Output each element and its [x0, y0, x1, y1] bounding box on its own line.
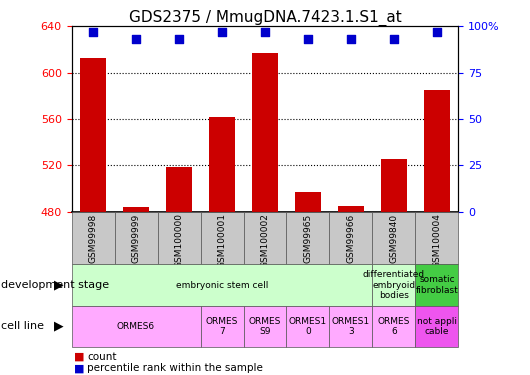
- Point: [390, 36, 398, 42]
- Bar: [72, 264, 373, 306]
- Bar: [416, 306, 458, 347]
- Text: ■: ■: [74, 363, 85, 373]
- Text: GSM100002: GSM100002: [261, 213, 269, 268]
- Point: [218, 29, 226, 35]
- Bar: [80, 58, 106, 212]
- Bar: [416, 264, 458, 306]
- Text: GSM100004: GSM100004: [432, 213, 441, 268]
- Bar: [373, 306, 416, 347]
- Text: ORMES
6: ORMES 6: [378, 316, 410, 336]
- Bar: [114, 212, 157, 264]
- Text: GSM99999: GSM99999: [131, 213, 140, 263]
- Text: cell line: cell line: [1, 321, 44, 331]
- Text: ORMES
7: ORMES 7: [206, 316, 238, 336]
- Point: [132, 36, 140, 42]
- Point: [347, 36, 355, 42]
- Text: ■: ■: [74, 352, 85, 362]
- Text: differentiated
embryoid
bodies: differentiated embryoid bodies: [363, 270, 425, 300]
- Bar: [166, 166, 192, 212]
- Text: ORMES1
3: ORMES1 3: [332, 316, 370, 336]
- Text: ORMES1
0: ORMES1 0: [289, 316, 327, 336]
- Text: somatic
fibroblast: somatic fibroblast: [416, 275, 458, 295]
- Text: development stage: development stage: [1, 280, 109, 290]
- Bar: [424, 90, 450, 212]
- Bar: [287, 306, 330, 347]
- Text: GSM99966: GSM99966: [347, 213, 356, 263]
- Point: [175, 36, 183, 42]
- Point: [261, 29, 269, 35]
- Bar: [200, 306, 243, 347]
- Bar: [252, 53, 278, 212]
- Text: embryonic stem cell: embryonic stem cell: [176, 280, 268, 290]
- Bar: [330, 306, 373, 347]
- Text: GSM99998: GSM99998: [89, 213, 98, 263]
- Text: ORMES6: ORMES6: [117, 322, 155, 331]
- Bar: [200, 212, 243, 264]
- Bar: [243, 306, 287, 347]
- Bar: [209, 117, 235, 212]
- Bar: [416, 212, 458, 264]
- Text: not appli
cable: not appli cable: [417, 316, 457, 336]
- Bar: [295, 192, 321, 212]
- Bar: [381, 159, 407, 212]
- Text: ORMES
S9: ORMES S9: [249, 316, 281, 336]
- Bar: [243, 212, 287, 264]
- Text: GSM100001: GSM100001: [217, 213, 226, 268]
- Bar: [157, 212, 200, 264]
- Text: GSM99965: GSM99965: [304, 213, 313, 263]
- Point: [89, 29, 98, 35]
- Bar: [72, 306, 200, 347]
- Bar: [373, 212, 416, 264]
- Text: count: count: [87, 352, 117, 362]
- Bar: [373, 264, 416, 306]
- Point: [432, 29, 441, 35]
- Bar: [123, 207, 149, 212]
- Text: GDS2375 / MmugDNA.7423.1.S1_at: GDS2375 / MmugDNA.7423.1.S1_at: [129, 9, 401, 26]
- Bar: [330, 212, 373, 264]
- Text: ▶: ▶: [54, 320, 63, 333]
- Point: [304, 36, 312, 42]
- Bar: [287, 212, 330, 264]
- Text: GSM99840: GSM99840: [390, 213, 399, 262]
- Text: GSM100000: GSM100000: [174, 213, 183, 268]
- Bar: [338, 206, 364, 212]
- Bar: [72, 212, 114, 264]
- Text: percentile rank within the sample: percentile rank within the sample: [87, 363, 263, 373]
- Text: ▶: ▶: [54, 279, 63, 291]
